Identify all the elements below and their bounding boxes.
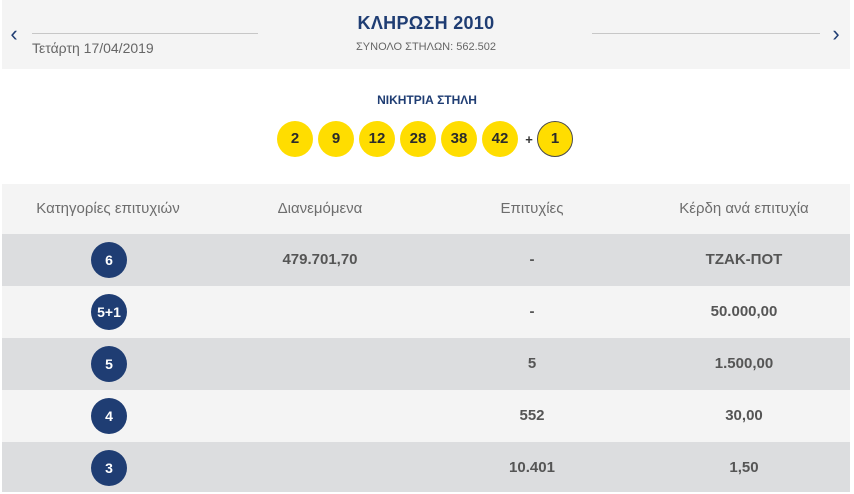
chevron-left-icon[interactable]: ‹: [10, 21, 18, 46]
distributed-amount: [214, 286, 426, 338]
results-table-header: Κατηγορίες επιτυχιών Διανεμόμενα Επιτυχί…: [2, 184, 850, 234]
distributed-amount: 479.701,70: [282, 251, 358, 268]
winners-count: 5: [527, 355, 537, 372]
winning-number-ball: 28: [400, 121, 436, 157]
prize-per-winner: 30,00: [725, 407, 763, 424]
table-row: 6 479.701,70 - ΤΖΑΚ-ΠΟΤ: [2, 234, 850, 286]
winners-count: -: [529, 303, 535, 320]
divider-left: [32, 33, 258, 34]
total-columns: ΣΥΝΟΛΟ ΣΤΗΛΩΝ: 562.502: [355, 41, 497, 53]
distributed-amount: [214, 442, 426, 494]
table-row: 5 5 1.500,00: [2, 338, 850, 390]
chevron-right-icon[interactable]: ›: [832, 21, 840, 46]
table-row: 5+1 - 50.000,00: [2, 286, 850, 338]
category-badge: 6: [91, 242, 127, 278]
distributed-amount: [214, 390, 426, 442]
winners-count: 10.401: [509, 459, 555, 476]
plus-sign: +: [525, 132, 533, 147]
header-winners: Επιτυχίες: [500, 200, 564, 217]
joker-number-ball: 1: [537, 121, 573, 157]
draw-title: ΚΛΗΡΩΣΗ 2010: [357, 13, 495, 33]
winners-count: 552: [519, 407, 545, 424]
prize-per-winner: ΤΖΑΚ-ΠΟΤ: [705, 251, 783, 268]
category-badge: 4: [91, 398, 127, 434]
winning-number-ball: 2: [277, 121, 313, 157]
table-row: 4 552 30,00: [2, 390, 850, 442]
draw-header: ‹ Τετάρτη 17/04/2019 ΚΛΗΡΩΣΗ 2010 ΣΥΝΟΛΟ…: [2, 0, 850, 69]
winning-number-ball: 42: [482, 121, 518, 157]
prize-per-winner: 1.500,00: [714, 355, 774, 372]
table-row: 3 10.401 1,50: [2, 442, 850, 492]
winners-count: -: [529, 251, 535, 268]
prize-per-winner: 1,50: [729, 459, 759, 476]
winning-column-label: ΝΙΚΗΤΡΙΑ ΣΤΗΛΗ: [377, 93, 477, 107]
category-badge: 5+1: [91, 294, 127, 330]
distributed-amount: [214, 338, 426, 390]
winning-number-ball: 9: [318, 121, 354, 157]
header-categories: Κατηγορίες επιτυχιών: [36, 200, 180, 217]
prize-per-winner: 50.000,00: [710, 303, 778, 320]
draw-date: Τετάρτη 17/04/2019: [32, 40, 154, 56]
category-badge: 3: [91, 450, 127, 486]
category-badge: 5: [91, 346, 127, 382]
header-prize: Κέρδη ανά επιτυχία: [679, 200, 809, 217]
winning-number-ball: 12: [359, 121, 395, 157]
winning-number-ball: 38: [441, 121, 477, 157]
divider-right: [592, 33, 820, 34]
header-distributed: Διανεμόμενα: [277, 200, 363, 217]
